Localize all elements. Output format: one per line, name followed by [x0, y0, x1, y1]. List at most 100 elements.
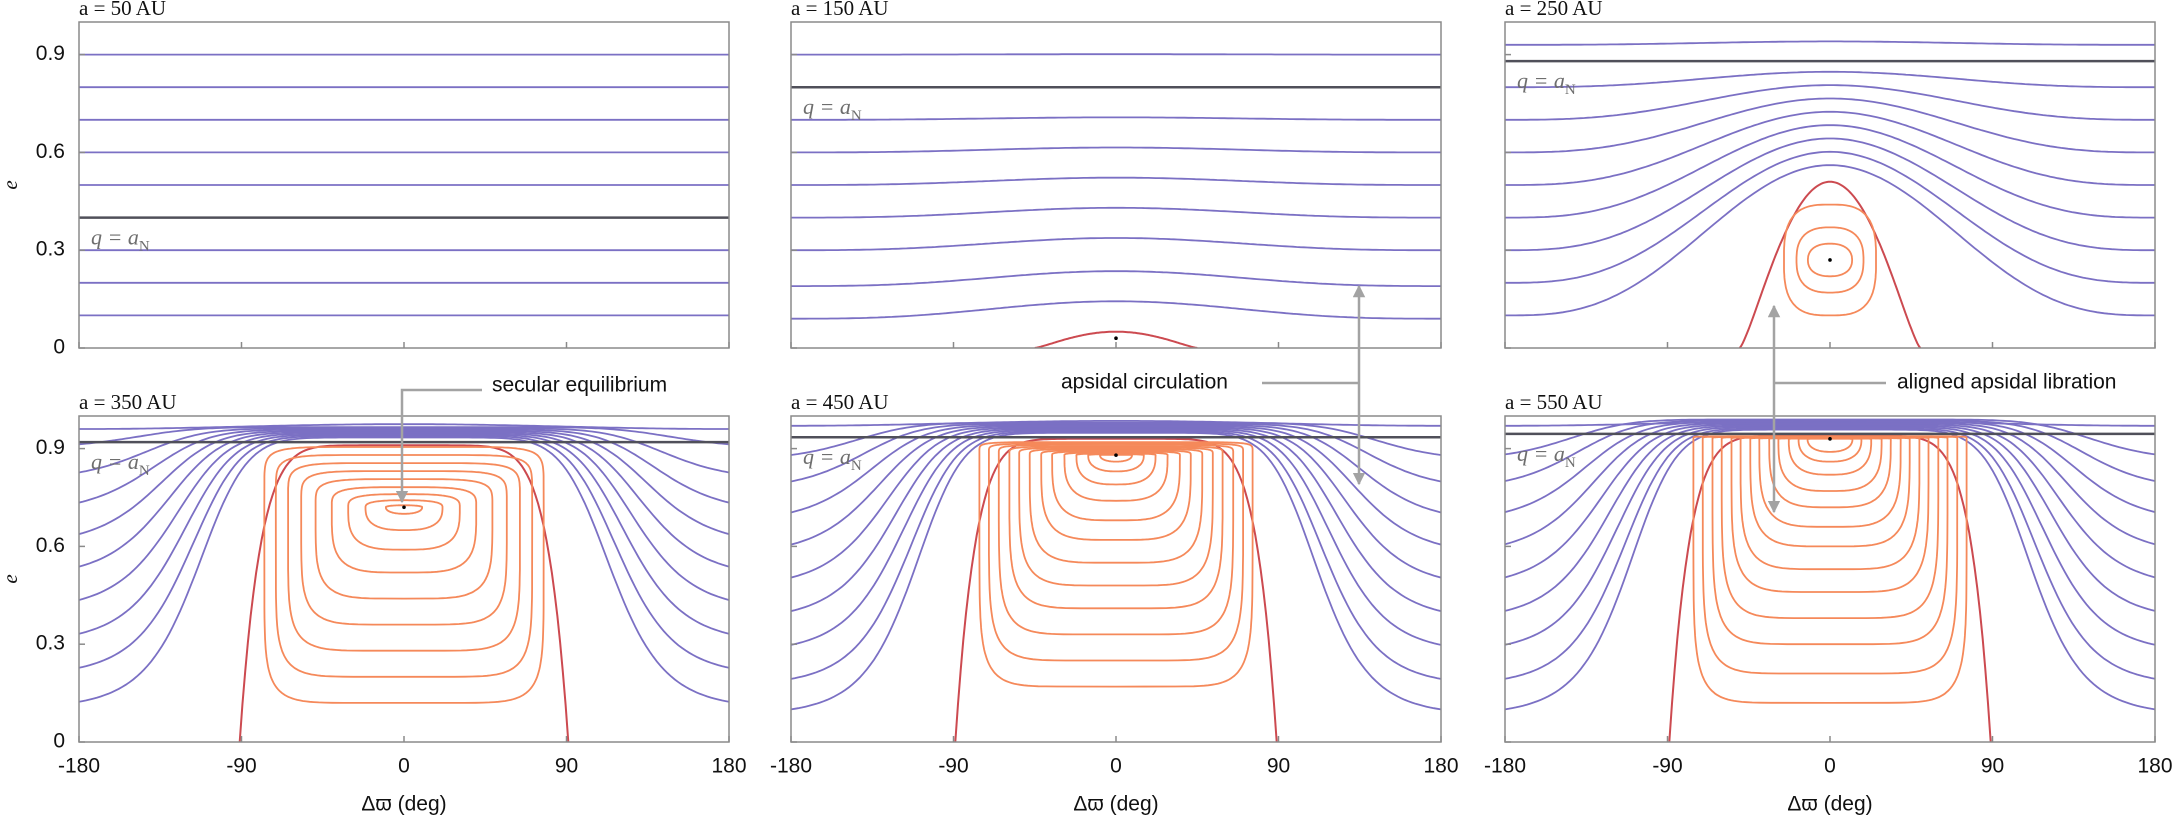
circulation-contour [1505, 426, 2155, 646]
circulation-contour [791, 421, 1441, 456]
libration-contour [314, 478, 494, 600]
circulation-contour [79, 432, 729, 601]
circulation-contour [791, 426, 1441, 579]
panel: q = aN 0 0.3 0.6 0.9 -180 -90 0 90 180 a = 350 AU Δ… [0, 390, 747, 816]
circulation-contour [791, 270, 1441, 287]
plot-area [791, 420, 1441, 742]
y-tick-label: 0.3 [36, 632, 65, 655]
panel-frame [1504, 415, 2156, 743]
x-tick-label: -180 [770, 755, 812, 778]
y-axis-label: e [0, 180, 22, 189]
x-tick-label: 0 [1110, 755, 1122, 778]
circulation-contour [79, 430, 729, 535]
panel-title: a = 250 AU [1505, 0, 1603, 20]
equilibrium-point [402, 505, 406, 510]
equilibrium-point [1114, 453, 1118, 457]
libration-contour [1768, 437, 1892, 509]
x-tick-label: -180 [58, 755, 100, 778]
panel: q = aN -180 -90 0 90 180 a = 450 AU Δϖ (deg) [770, 390, 1459, 816]
libration-contour [1040, 449, 1192, 541]
y-tick-label: 0.6 [36, 140, 65, 163]
annotation: secular equilibrium [492, 374, 667, 397]
equilibrium-point [1828, 258, 1832, 262]
circulation-contour [79, 435, 729, 669]
x-tick-label: -90 [1652, 755, 1682, 778]
x-axis-label: Δϖ (deg) [1073, 793, 1158, 816]
libration-contour [274, 454, 534, 678]
libration-contour [1051, 450, 1181, 522]
circulation-contour [1505, 428, 2155, 711]
panel: q = aN 0 0.3 0.6 0.9 a = 50 AU e [0, 0, 730, 359]
circulation-contour [791, 430, 1441, 680]
q-label-subscript: N [851, 459, 862, 475]
libration-contour [1787, 437, 1873, 476]
panel-title: a = 50 AU [79, 0, 166, 20]
separatrix [1034, 330, 1198, 348]
libration-contour [1739, 436, 1921, 571]
libration-contour [1099, 453, 1133, 463]
circulation-contour [1505, 427, 2155, 680]
circulation-contour [1505, 421, 2155, 513]
circulation-contour [1505, 164, 2155, 317]
plot-area [79, 423, 729, 742]
libration-contour [385, 504, 423, 515]
circulation-contour [791, 424, 1441, 514]
libration-contour [1008, 445, 1224, 610]
x-tick-label: -90 [226, 755, 256, 778]
panel-title: a = 350 AU [79, 390, 177, 414]
libration-contour [1783, 203, 1877, 317]
libration-contour [1075, 452, 1157, 486]
panel: q = aNa = 150 AU [790, 0, 1442, 349]
libration-contour [1063, 451, 1169, 502]
q-label-text: q = a [803, 444, 851, 469]
q-label-subscript: N [1565, 455, 1576, 471]
x-tick-label: 90 [1981, 755, 2004, 778]
plot-area [791, 53, 1441, 348]
y-tick-label: 0.6 [36, 534, 65, 557]
q-label-subscript: N [139, 464, 150, 480]
q-label: q = aN [803, 444, 862, 474]
circulation-contour [791, 425, 1441, 546]
libration-contour [997, 444, 1235, 636]
libration-contour [978, 441, 1254, 688]
circulation-contour [791, 429, 1441, 646]
y-tick-label: 0 [53, 730, 65, 753]
circulation-contour [791, 428, 1441, 612]
x-tick-label: 0 [1824, 755, 1836, 778]
circulation-contour [791, 116, 1441, 121]
x-tick-label: 180 [2137, 755, 2172, 778]
panel-frame [790, 415, 1442, 743]
x-tick-label: 90 [555, 755, 578, 778]
circulation-contour [791, 206, 1441, 219]
q-label-text: q = a [1517, 68, 1565, 93]
plot-area [79, 53, 729, 317]
circulation-contour [79, 428, 729, 504]
plot-area [1505, 418, 2155, 742]
libration-contour [1018, 446, 1214, 587]
libration-contour [347, 493, 461, 551]
y-tick-label: 0.9 [36, 42, 65, 65]
circulation-contour [79, 427, 729, 474]
circulation-contour [1505, 420, 2155, 427]
libration-contour [988, 442, 1244, 662]
libration-contour [300, 470, 508, 626]
circulation-contour [791, 432, 1441, 711]
libration-contour [1807, 242, 1853, 278]
circulation-contour [79, 434, 729, 635]
annotation-arrow [395, 388, 482, 504]
circulation-contour [1505, 150, 2155, 284]
x-tick-label: 0 [398, 755, 410, 778]
q-label-text: q = a [91, 449, 139, 474]
circulation-contour [79, 436, 729, 703]
panel-title: a = 450 AU [791, 390, 889, 414]
q-label-subscript: N [1565, 83, 1576, 99]
circulation-contour [1505, 422, 2155, 546]
q-label-subscript: N [851, 109, 862, 125]
q-label: q = aN [1517, 441, 1576, 471]
circulation-contour [791, 176, 1441, 186]
circulation-contour [1505, 70, 2155, 89]
libration-contour [1028, 448, 1204, 564]
equilibrium-point [1828, 437, 1832, 441]
